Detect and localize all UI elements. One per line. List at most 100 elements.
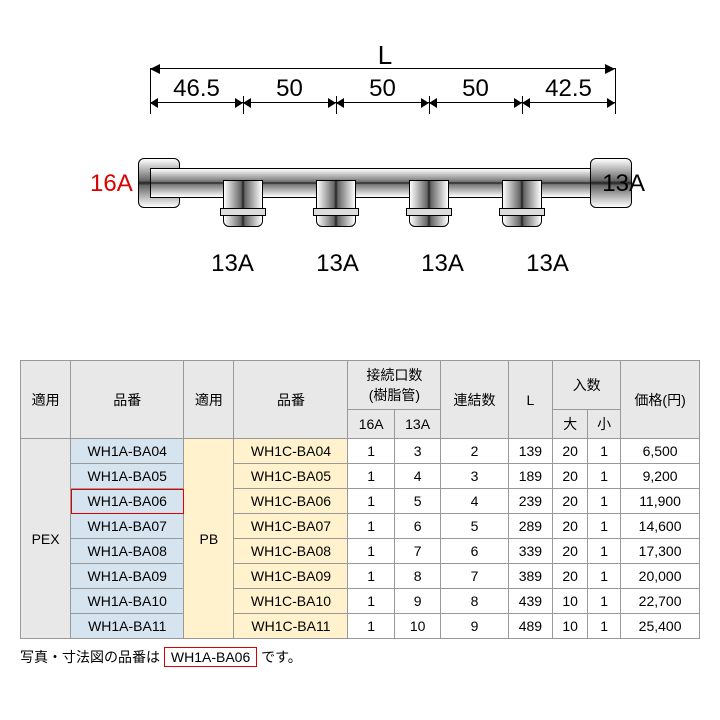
pn2-cell: WH1C-BA11 bbox=[234, 614, 348, 639]
table-row: WH1A-BA10WH1C-BA1019843910122,700 bbox=[21, 589, 700, 614]
c13-cell: 4 bbox=[394, 464, 440, 489]
table-body: PEXWH1A-BA04PBWH1C-BA041321392016,500WH1… bbox=[21, 439, 700, 639]
pn1-cell: WH1A-BA10 bbox=[71, 589, 184, 614]
c13-cell: 10 bbox=[394, 614, 440, 639]
L-cell: 289 bbox=[508, 514, 553, 539]
links-cell: 4 bbox=[441, 489, 508, 514]
th-links: 連結数 bbox=[441, 361, 508, 439]
c16-cell: 1 bbox=[348, 564, 394, 589]
left-size-label: 16A bbox=[90, 170, 133, 198]
dimension-diagram: L 46.5 50 50 50 42.5 16A 13A 13A 13A 13A… bbox=[100, 40, 620, 320]
footnote-prefix: 写真・寸法図の品番は bbox=[20, 649, 160, 665]
c16-cell: 1 bbox=[348, 589, 394, 614]
branch-size-3: 13A bbox=[495, 250, 600, 278]
pn1-cell: WH1A-BA07 bbox=[71, 514, 184, 539]
table-row: WH1A-BA11WH1C-BA11110948910125,400 bbox=[21, 614, 700, 639]
pn2-cell: WH1C-BA06 bbox=[234, 489, 348, 514]
right-size-label: 13A bbox=[602, 170, 645, 198]
th-big: 大 bbox=[553, 410, 588, 439]
L-cell: 339 bbox=[508, 539, 553, 564]
pn1-cell: WH1A-BA09 bbox=[71, 564, 184, 589]
th-pn2: 品番 bbox=[234, 361, 348, 439]
small-cell: 1 bbox=[588, 514, 621, 539]
small-cell: 1 bbox=[588, 464, 621, 489]
branch-size-1: 13A bbox=[285, 250, 390, 278]
pn2-cell: WH1C-BA10 bbox=[234, 589, 348, 614]
th-13a: 13A bbox=[394, 410, 440, 439]
price-cell: 25,400 bbox=[621, 614, 700, 639]
links-cell: 5 bbox=[441, 514, 508, 539]
seg-0: 46.5 bbox=[150, 75, 243, 103]
seg-3: 50 bbox=[429, 75, 522, 103]
c16-cell: 1 bbox=[348, 439, 394, 464]
big-cell: 20 bbox=[553, 514, 588, 539]
c13-cell: 6 bbox=[394, 514, 440, 539]
small-cell: 1 bbox=[588, 439, 621, 464]
links-cell: 6 bbox=[441, 539, 508, 564]
apply2-cell: PB bbox=[184, 439, 234, 639]
th-L: L bbox=[508, 361, 553, 439]
small-cell: 1 bbox=[588, 589, 621, 614]
spec-table: 適用 品番 適用 品番 接続口数 (樹脂管) 連結数 L 入数 価格(円) 16… bbox=[20, 360, 700, 639]
c13-cell: 9 bbox=[394, 589, 440, 614]
pn2-cell: WH1C-BA09 bbox=[234, 564, 348, 589]
c16-cell: 1 bbox=[348, 464, 394, 489]
dim-L-line bbox=[150, 68, 615, 69]
small-cell: 1 bbox=[588, 614, 621, 639]
L-cell: 439 bbox=[508, 589, 553, 614]
th-qty: 入数 bbox=[553, 361, 621, 410]
th-apply2: 適用 bbox=[184, 361, 234, 439]
L-cell: 389 bbox=[508, 564, 553, 589]
links-cell: 3 bbox=[441, 464, 508, 489]
footnote-suffix: です。 bbox=[261, 649, 302, 665]
table-row: WH1A-BA06WH1C-BA0615423920111,900 bbox=[21, 489, 700, 514]
c16-cell: 1 bbox=[348, 489, 394, 514]
pn2-cell: WH1C-BA05 bbox=[234, 464, 348, 489]
big-cell: 20 bbox=[553, 564, 588, 589]
th-apply1: 適用 bbox=[21, 361, 71, 439]
c16-cell: 1 bbox=[348, 614, 394, 639]
pn1-cell: WH1A-BA08 bbox=[71, 539, 184, 564]
c13-cell: 8 bbox=[394, 564, 440, 589]
pn1-cell: WH1A-BA11 bbox=[71, 614, 184, 639]
L-cell: 489 bbox=[508, 614, 553, 639]
big-cell: 10 bbox=[553, 614, 588, 639]
c16-cell: 1 bbox=[348, 514, 394, 539]
price-cell: 6,500 bbox=[621, 439, 700, 464]
table-row: WH1A-BA05WH1C-BA051431892019,200 bbox=[21, 464, 700, 489]
pn2-cell: WH1C-BA07 bbox=[234, 514, 348, 539]
big-cell: 20 bbox=[553, 539, 588, 564]
L-cell: 139 bbox=[508, 439, 553, 464]
footnote-box: WH1A-BA06 bbox=[164, 647, 257, 667]
pn2-cell: WH1C-BA04 bbox=[234, 439, 348, 464]
apply1-cell: PEX bbox=[21, 439, 71, 639]
price-cell: 22,700 bbox=[621, 589, 700, 614]
links-cell: 7 bbox=[441, 564, 508, 589]
seg-2: 50 bbox=[336, 75, 429, 103]
pn1-cell: WH1A-BA05 bbox=[71, 464, 184, 489]
links-cell: 8 bbox=[441, 589, 508, 614]
th-price: 価格(円) bbox=[621, 361, 700, 439]
L-cell: 239 bbox=[508, 489, 553, 514]
links-cell: 9 bbox=[441, 614, 508, 639]
big-cell: 20 bbox=[553, 489, 588, 514]
table-row: WH1A-BA09WH1C-BA0918738920120,000 bbox=[21, 564, 700, 589]
th-pn1: 品番 bbox=[71, 361, 184, 439]
pn1-cell: WH1A-BA06 bbox=[71, 489, 184, 514]
c13-cell: 3 bbox=[394, 439, 440, 464]
c16-cell: 1 bbox=[348, 539, 394, 564]
branch-size-2: 13A bbox=[390, 250, 495, 278]
big-cell: 20 bbox=[553, 464, 588, 489]
c13-cell: 5 bbox=[394, 489, 440, 514]
price-cell: 11,900 bbox=[621, 489, 700, 514]
small-cell: 1 bbox=[588, 489, 621, 514]
th-conn: 接続口数 (樹脂管) bbox=[348, 361, 441, 410]
seg-1: 50 bbox=[243, 75, 336, 103]
table-row: WH1A-BA07WH1C-BA0716528920114,600 bbox=[21, 514, 700, 539]
price-cell: 9,200 bbox=[621, 464, 700, 489]
branch-size-labels: 13A 13A 13A 13A bbox=[180, 250, 600, 278]
footnote: 写真・寸法図の品番は WH1A-BA06 です。 bbox=[20, 647, 700, 667]
price-cell: 14,600 bbox=[621, 514, 700, 539]
price-cell: 20,000 bbox=[621, 564, 700, 589]
pn1-cell: WH1A-BA04 bbox=[71, 439, 184, 464]
